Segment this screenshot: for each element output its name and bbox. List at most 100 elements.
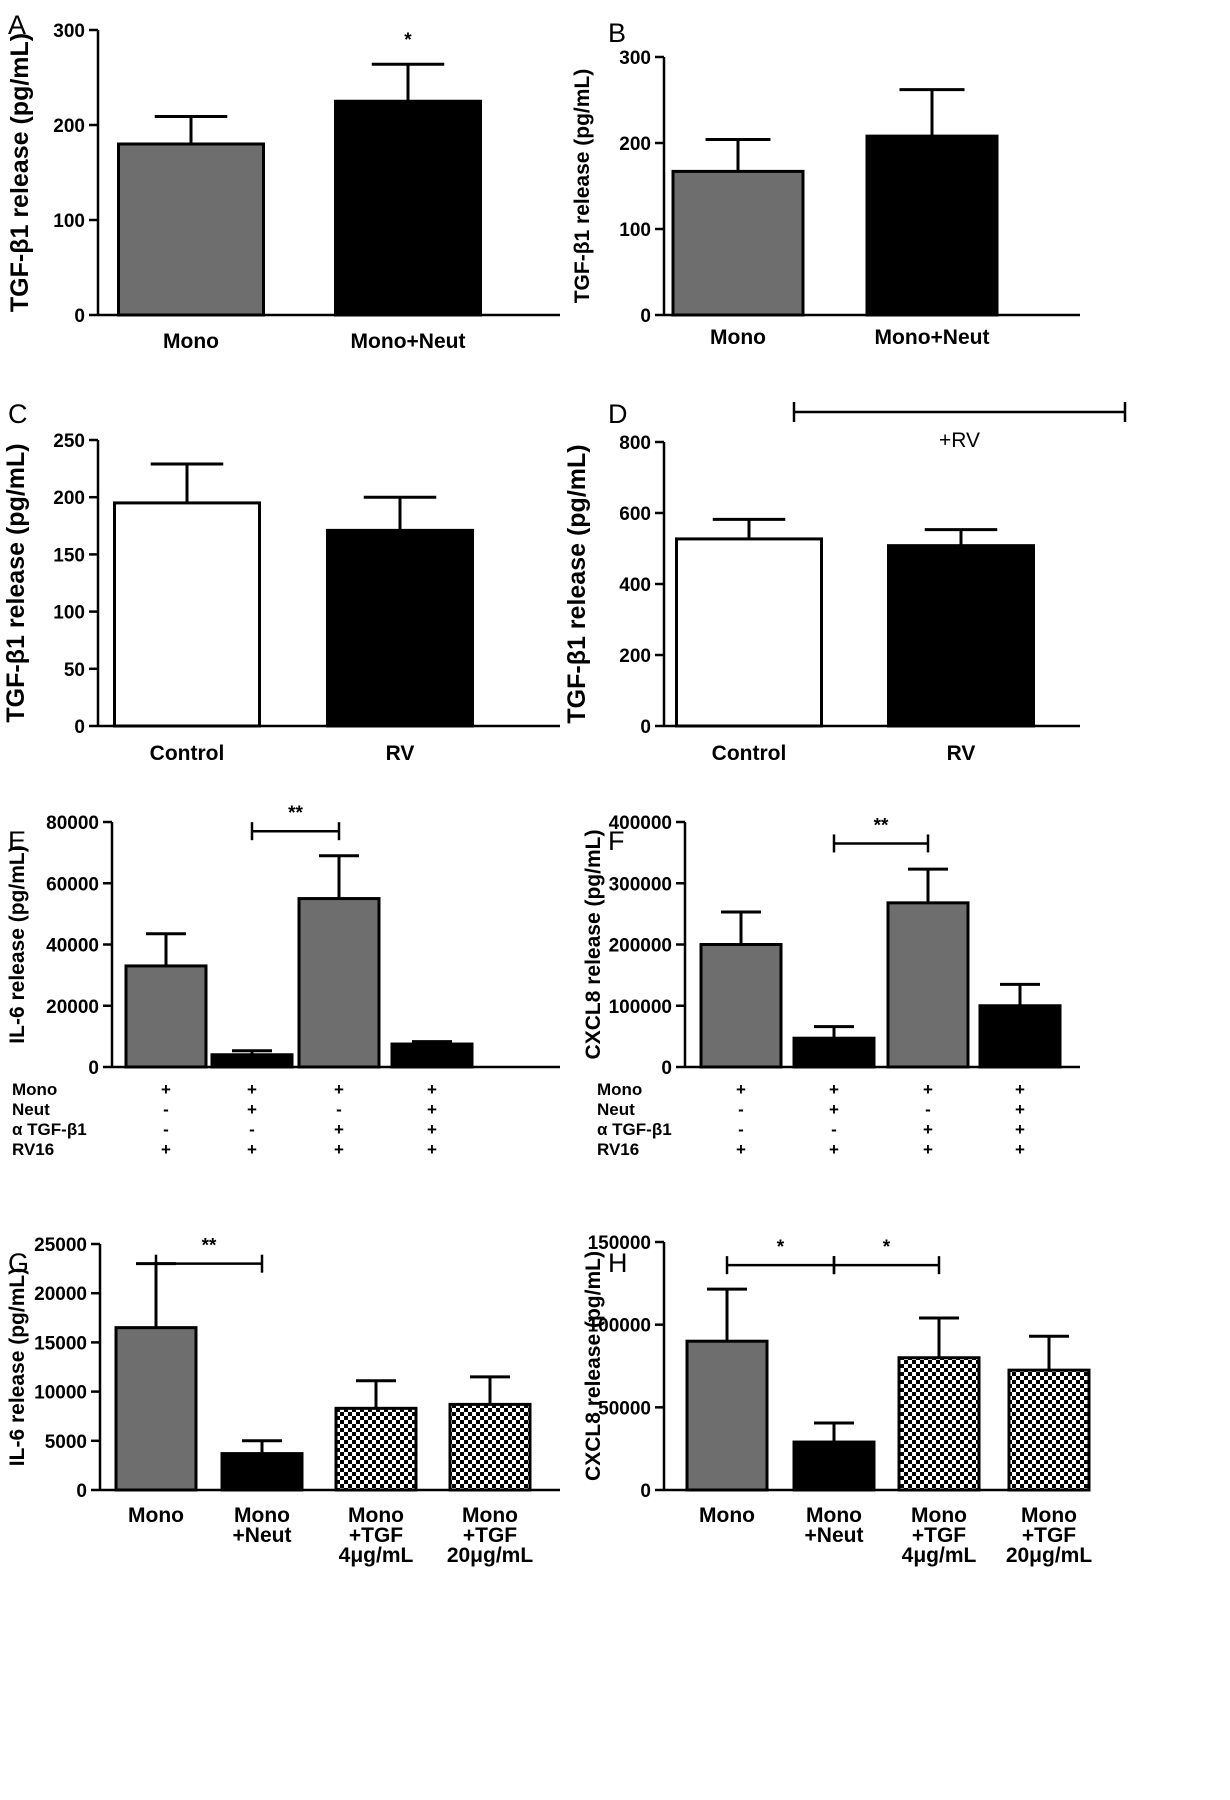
category-label: Mono: [699, 1504, 755, 1527]
bar: [887, 544, 1035, 728]
bar: [117, 142, 265, 317]
condition-mark: +: [427, 1120, 437, 1139]
panel-letter: E: [8, 826, 26, 856]
condition-mark: -: [738, 1100, 744, 1119]
panel-letter: D: [608, 399, 628, 429]
condition-mark: +: [427, 1100, 437, 1119]
bar: [675, 537, 823, 728]
bar: [792, 1440, 876, 1492]
bar: [334, 99, 482, 317]
bar: [897, 1356, 981, 1492]
panel-letter: H: [608, 1248, 628, 1278]
category-label: +TGF: [1022, 1524, 1076, 1547]
y-tick-label: 300: [619, 48, 651, 69]
condition-mark: -: [336, 1100, 342, 1119]
condition-mark: +: [923, 1120, 933, 1139]
y-tick-label: 15000: [34, 1333, 87, 1354]
bar: [978, 1004, 1062, 1069]
condition-label: RV16: [12, 1140, 54, 1159]
bar: [699, 943, 783, 1069]
category-label: +TGF: [349, 1524, 403, 1547]
category-label: Mono: [710, 326, 766, 349]
panel-d: D 0 200 400 600 800 TGF-β1 release (pg/mL) Cont…: [563, 399, 1080, 765]
y-tick-label: 20000: [34, 1284, 87, 1305]
category-label: 20μg/mL: [447, 1544, 534, 1567]
category-label: Mono+Neut: [875, 326, 990, 349]
panel-c: C 0 50 100 150 200 250 TGF-β1 release (pg/mL) Co…: [2, 399, 560, 765]
condition-mark: -: [738, 1120, 744, 1139]
y-axis-label: TGF-β1 release (pg/mL): [571, 69, 594, 304]
condition-mark: +: [829, 1140, 839, 1159]
y-tick-label: 0: [88, 1058, 99, 1079]
condition-mark: +: [829, 1080, 839, 1099]
condition-mark: +: [427, 1080, 437, 1099]
y-tick-label: 10000: [34, 1383, 87, 1404]
panel-letter: B: [608, 18, 626, 48]
panel-letter: A: [8, 10, 26, 40]
y-tick-label: 400000: [609, 813, 672, 834]
condition-mark: +: [1015, 1080, 1025, 1099]
bar: [448, 1402, 532, 1492]
condition-mark: +: [1015, 1100, 1025, 1119]
y-tick-label: 300: [53, 21, 85, 42]
y-tick-label: 300000: [609, 874, 672, 895]
condition-mark: +: [427, 1140, 437, 1159]
category-label: Mono: [911, 1504, 967, 1527]
category-label: +TGF: [463, 1524, 517, 1547]
group-label: +RV: [939, 429, 980, 452]
bar: [220, 1452, 304, 1492]
y-tick-label: 600: [619, 504, 651, 525]
significance-star: **: [202, 1236, 217, 1257]
y-axis-label: TGF-β1 release (pg/mL): [2, 443, 30, 722]
condition-mark: +: [923, 1080, 933, 1099]
category-label: +TGF: [912, 1524, 966, 1547]
y-tick-label: 0: [640, 1481, 651, 1502]
significance-star: *: [404, 30, 412, 51]
category-label: Mono: [1021, 1504, 1077, 1527]
condition-label: α TGF-β1: [597, 1120, 672, 1139]
y-tick-label: 400: [619, 575, 651, 596]
significance-star: *: [883, 1237, 891, 1258]
y-axis-label: IL-6 release (pg/mL): [6, 1268, 29, 1466]
condition-mark: -: [249, 1120, 255, 1139]
y-axis-label: TGF-β1 release (pg/mL): [6, 33, 34, 312]
condition-mark: +: [1015, 1120, 1025, 1139]
panel-a: A 0 100 200 300 TGF-β1 release (pg/mL) Mono Mon…: [6, 10, 560, 353]
y-axis-label: TGF-β1 release (pg/mL): [563, 444, 591, 723]
condition-label: α TGF-β1: [12, 1120, 87, 1139]
bar: [1007, 1368, 1091, 1492]
y-axis-label: CXCL8 release (pg/mL): [582, 1251, 605, 1481]
y-tick-label: 200: [53, 116, 85, 137]
y-tick-label: 5000: [45, 1432, 87, 1453]
category-label: Mono: [163, 330, 219, 353]
bar: [886, 901, 970, 1069]
category-label: +Neut: [805, 1524, 864, 1547]
category-label: 4μg/mL: [339, 1544, 414, 1567]
y-tick-label: 50000: [598, 1398, 651, 1419]
panel-b: B 0 100 200 300 TGF-β1 release (pg/mL) Mono Mon…: [571, 18, 1127, 452]
bar: [671, 169, 805, 317]
condition-mark: +: [247, 1080, 257, 1099]
significance-star: *: [777, 1237, 785, 1258]
y-tick-label: 200: [619, 646, 651, 667]
bar: [792, 1036, 876, 1069]
condition-label: Mono: [597, 1080, 642, 1099]
y-tick-label: 100000: [588, 1316, 651, 1337]
y-axis-label: IL-6 release (pg/mL): [6, 845, 29, 1043]
y-tick-label: 150000: [588, 1233, 651, 1254]
y-tick-label: 150: [53, 545, 85, 566]
y-tick-label: 100000: [609, 997, 672, 1018]
category-label: 20μg/mL: [1006, 1544, 1093, 1567]
panel-letter: C: [8, 399, 28, 429]
condition-mark: +: [334, 1080, 344, 1099]
bar: [124, 964, 208, 1069]
category-label: +Neut: [233, 1524, 292, 1547]
condition-mark: +: [247, 1100, 257, 1119]
y-tick-label: 0: [640, 717, 651, 738]
y-tick-label: 60000: [46, 874, 99, 895]
y-tick-label: 200: [619, 134, 651, 155]
